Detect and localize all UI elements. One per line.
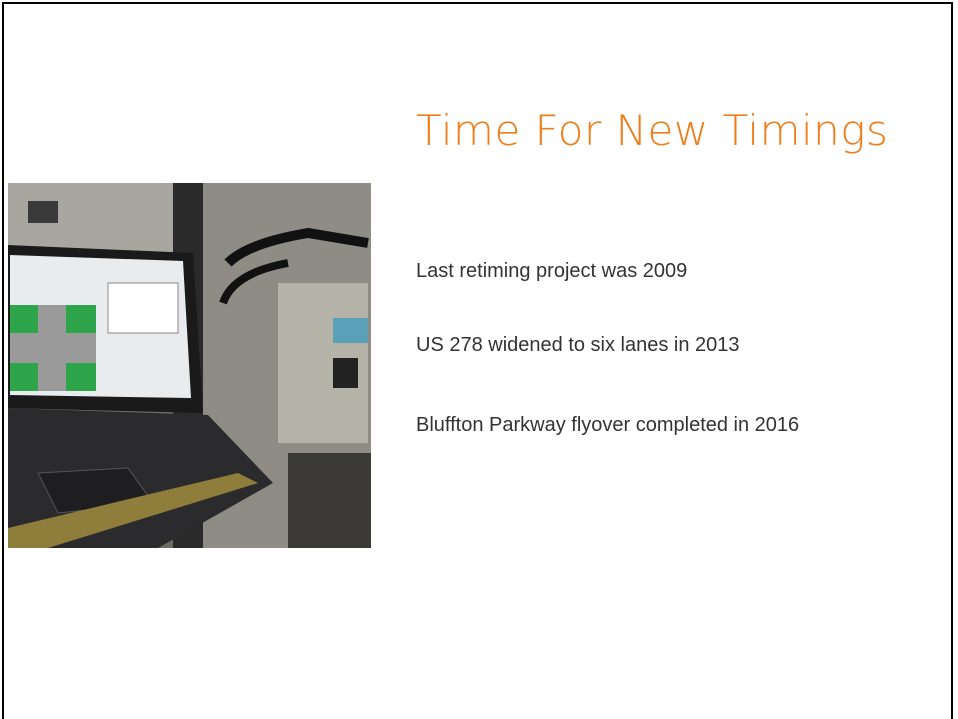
rack [288,453,371,548]
slide-title: Time For New Timings [416,106,889,155]
bullet: Last retiming project was 2009 [416,260,688,282]
shelf [8,473,258,548]
screen-block [10,363,38,391]
keypad [333,358,358,388]
photo [8,183,371,548]
screen-block [10,305,38,333]
screen-block [66,363,96,391]
bullet: Bluffton Parkway flyover completed in 20… [416,414,800,436]
bullet: US 278 widened to six lanes in 2013 [416,334,740,356]
controller-display [333,318,368,343]
cable [224,227,369,267]
screen-block [66,305,96,333]
screen-road [10,333,96,363]
screen-table [107,282,179,334]
cable [219,259,289,305]
lock [28,201,58,223]
